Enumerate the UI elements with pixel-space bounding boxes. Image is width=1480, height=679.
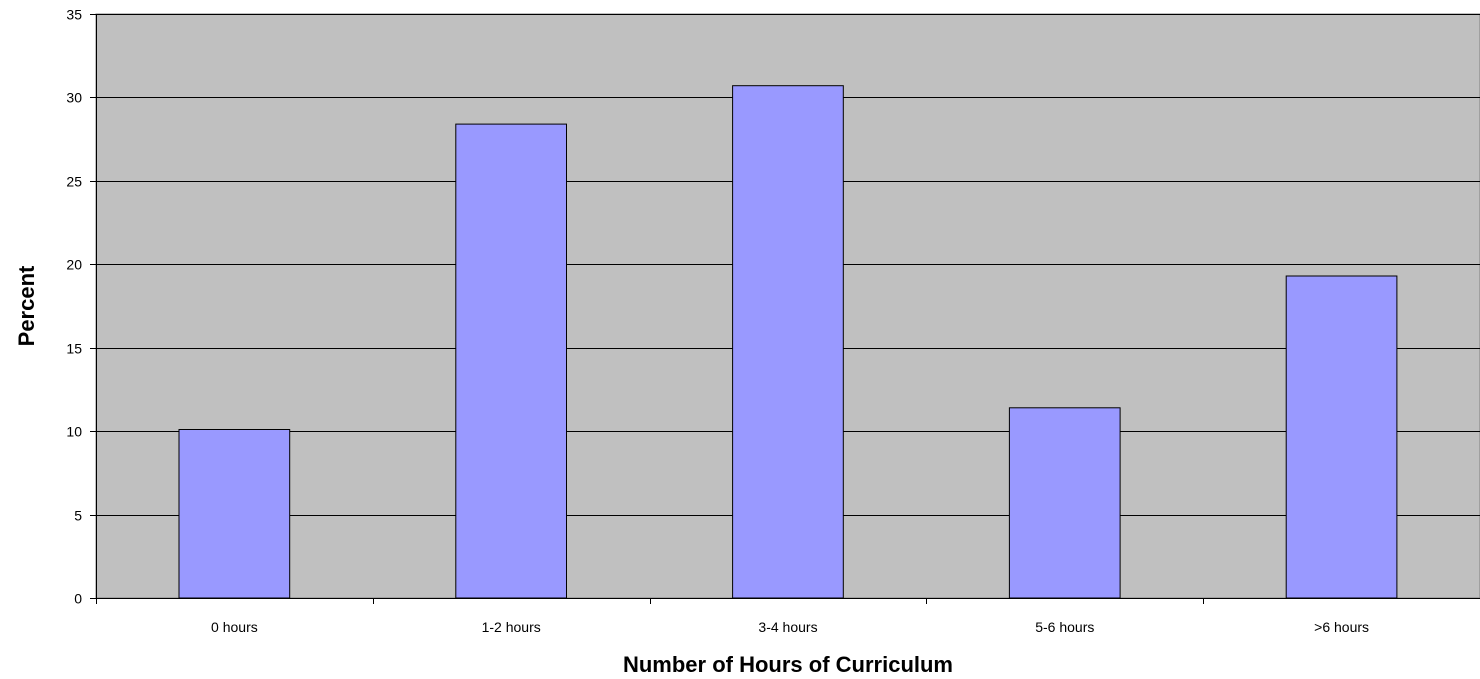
- x-axis: 0 hours 1-2 hours 3-4 hours 5-6 hours >6 hou…: [96, 598, 1480, 635]
- bar-3: [1008, 407, 1121, 599]
- x-tick-label: 1-2 hours: [482, 619, 541, 635]
- x-tick-label: 5-6 hours: [1035, 619, 1094, 635]
- y-tick-label: 15: [66, 341, 82, 357]
- y-tick-label: 30: [66, 90, 82, 106]
- y-tick-label: 5: [74, 508, 82, 524]
- x-tick-label: 3-4 hours: [758, 619, 817, 635]
- x-tick-label: 0 hours: [211, 619, 258, 635]
- bar-2: [732, 85, 844, 599]
- y-tick-label: 10: [66, 424, 82, 440]
- bar-0: [178, 429, 291, 599]
- x-axis-title: Number of Hours of Curriculum: [623, 652, 953, 677]
- y-tick-label: 25: [66, 174, 82, 190]
- y-axis: 0 5 10 15 20 25 30 35: [66, 7, 97, 607]
- bar-1: [455, 123, 567, 599]
- y-axis-title: Percent: [14, 265, 39, 346]
- x-tick-label: >6 hours: [1314, 619, 1369, 635]
- y-tick-label: 20: [66, 257, 82, 273]
- bar-4: [1285, 275, 1398, 599]
- bars: [178, 85, 1398, 599]
- y-tick-label: 35: [66, 7, 82, 23]
- y-tick-label: 0: [74, 591, 82, 607]
